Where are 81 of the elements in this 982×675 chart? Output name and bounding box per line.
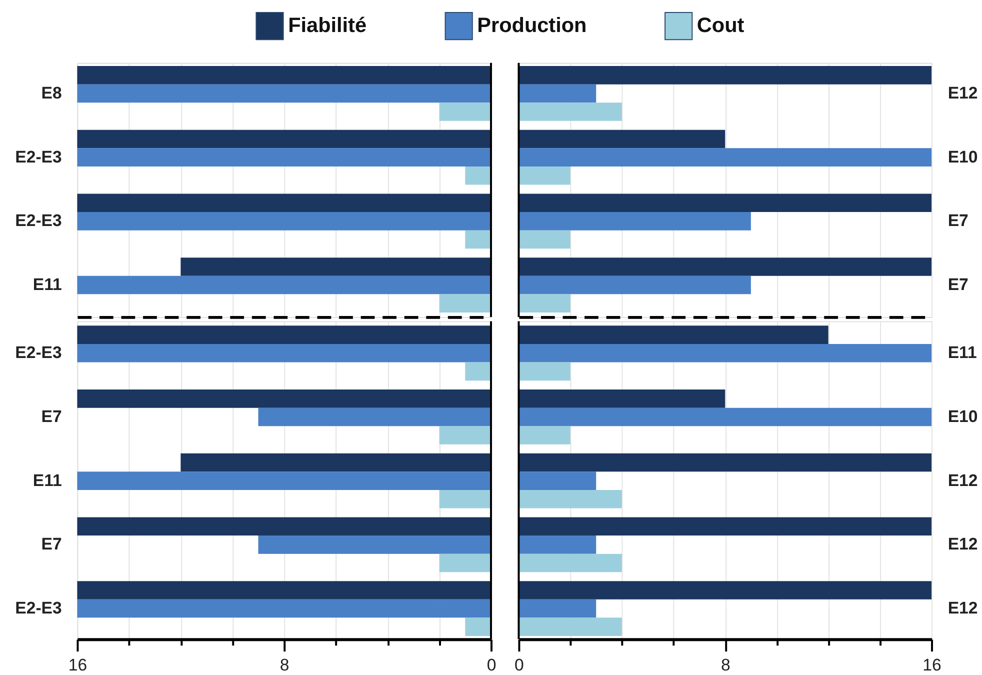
y-tick-label: E8	[41, 83, 62, 102]
bar	[439, 102, 491, 121]
bar	[77, 84, 491, 103]
bar	[518, 212, 751, 230]
x-tick-label: 8	[280, 655, 290, 674]
bar	[77, 581, 491, 600]
y-tick-label: E7	[41, 534, 62, 554]
bar	[77, 344, 491, 362]
bar	[258, 408, 491, 426]
y-tick-label: E10	[948, 147, 978, 166]
bar	[518, 326, 828, 344]
bar	[439, 426, 491, 444]
bar	[518, 344, 932, 362]
bar	[518, 426, 570, 444]
bar	[518, 148, 932, 166]
y-tick-label: E2-E3	[15, 211, 62, 230]
bar	[77, 212, 491, 230]
bar	[180, 258, 491, 276]
bar	[258, 536, 491, 554]
bar	[77, 390, 491, 408]
bar	[439, 490, 491, 508]
y-tick-label: E12	[948, 470, 978, 490]
bar	[518, 362, 570, 381]
y-tick-label: E2-E3	[15, 598, 62, 618]
y-tick-label: E12	[948, 534, 978, 554]
bar	[518, 102, 622, 121]
bar	[518, 490, 622, 508]
x-tick-label: 0	[514, 655, 524, 674]
bar	[518, 554, 622, 572]
bar	[465, 230, 491, 249]
y-tick-label: E2-E3	[15, 147, 62, 166]
bar	[439, 294, 491, 312]
bar	[518, 130, 726, 148]
bar	[465, 166, 491, 185]
bar	[77, 599, 491, 618]
bar	[180, 453, 491, 472]
bar	[77, 148, 491, 166]
bar	[518, 390, 726, 408]
legend-label: Cout	[696, 14, 744, 38]
bar	[518, 536, 596, 554]
bar	[518, 84, 596, 103]
bar	[518, 230, 570, 249]
bar	[518, 453, 932, 472]
bar	[518, 517, 932, 536]
bar	[77, 517, 491, 536]
bar	[77, 66, 491, 84]
legend-label: Production	[477, 14, 587, 38]
x-tick-label: 16	[68, 655, 88, 674]
bar	[518, 408, 932, 426]
y-tick-label: E11	[32, 470, 62, 490]
x-tick-label: 16	[922, 655, 942, 674]
legend-label: Fiabilité	[288, 14, 367, 38]
bar	[77, 472, 491, 490]
x-tick-label: 8	[720, 655, 730, 674]
x-tick-label: 0	[486, 655, 496, 674]
y-tick-label: E11	[32, 274, 62, 294]
y-tick-label: E10	[948, 406, 978, 426]
bar	[518, 472, 596, 490]
bar	[439, 554, 491, 572]
y-tick-label: E2-E3	[15, 343, 62, 362]
bar	[465, 618, 491, 636]
bar	[518, 581, 932, 600]
bar	[77, 276, 491, 294]
bar	[518, 66, 932, 84]
bar	[518, 166, 570, 185]
y-tick-label: E7	[948, 274, 968, 294]
bar	[77, 130, 491, 148]
y-tick-label: E12	[948, 83, 978, 102]
bar	[518, 599, 596, 618]
y-tick-label: E7	[41, 406, 62, 426]
bar	[465, 362, 491, 381]
bar	[518, 276, 751, 294]
bar	[77, 194, 491, 212]
bar	[518, 194, 932, 212]
y-tick-label: E12	[948, 598, 978, 618]
y-tick-label: E11	[948, 343, 977, 362]
y-tick-label: E7	[948, 211, 968, 230]
bar	[518, 258, 932, 276]
bar	[518, 294, 570, 312]
bar	[518, 618, 622, 636]
bar	[77, 326, 491, 344]
